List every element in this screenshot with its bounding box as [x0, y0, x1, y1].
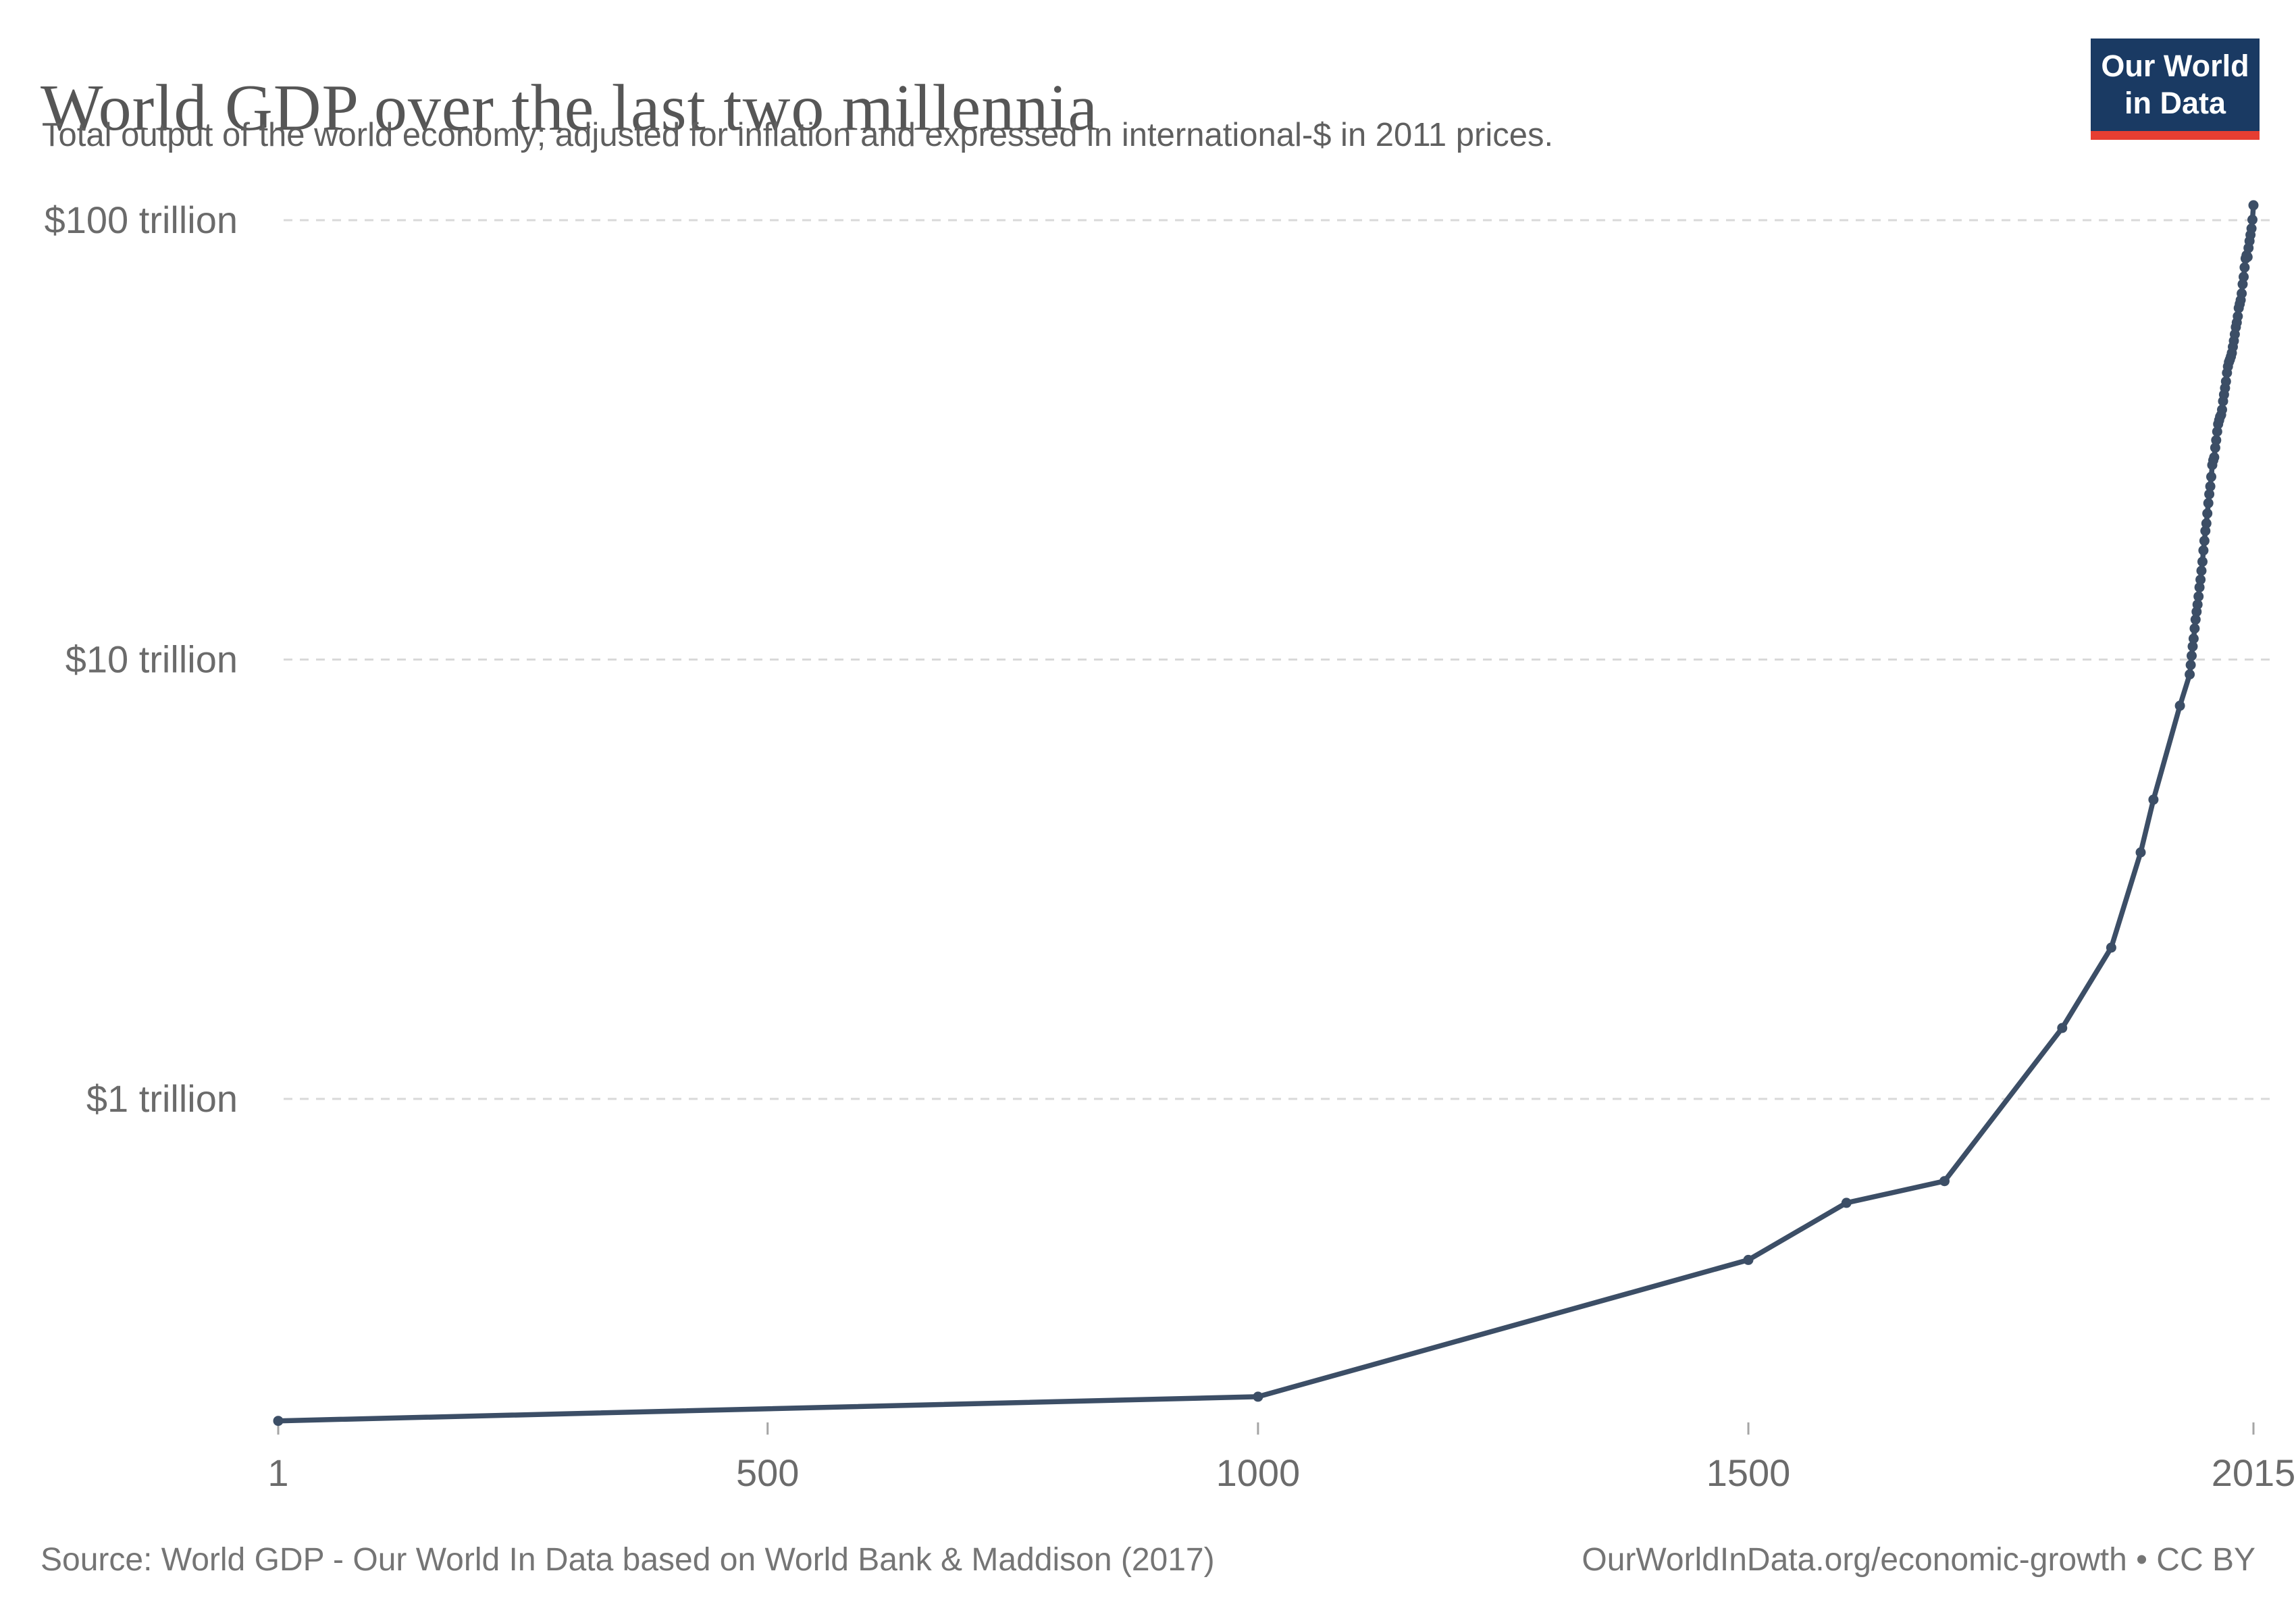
data-point: [2237, 288, 2247, 299]
owid-logo-box: Our World in Data: [2091, 38, 2260, 131]
owid-logo-line2: in Data: [2124, 85, 2226, 120]
owid-logo-red-bar: [2091, 131, 2260, 140]
data-point: [2193, 591, 2204, 602]
data-point: [2248, 200, 2259, 211]
data-point: [2199, 536, 2210, 546]
x-axis-tick-label: 1000: [1216, 1451, 1301, 1494]
data-point: [2135, 847, 2146, 858]
data-point: [2185, 660, 2196, 670]
source-note: Source: World GDP - Our World In Data ba…: [41, 1542, 1215, 1578]
data-point: [2106, 942, 2116, 953]
data-point: [2201, 518, 2212, 529]
data-point: [2211, 435, 2222, 446]
data-point: [2190, 614, 2201, 625]
data-point: [2242, 252, 2253, 262]
license-note: • CC BY: [2127, 1542, 2255, 1578]
data-point: [2148, 794, 2159, 805]
owid-logo-line1: Our World: [2101, 48, 2249, 83]
data-point: [2217, 405, 2227, 415]
data-point: [2204, 489, 2215, 500]
y-axis-tick-label: $100 trillion: [45, 199, 238, 241]
data-point: [2212, 426, 2222, 437]
data-point: [2188, 634, 2199, 644]
x-axis-tick-label: 1: [267, 1451, 288, 1494]
data-point: [273, 1416, 284, 1426]
data-point: [2233, 311, 2243, 321]
footer-right: OurWorldInData.org/economic-growth • CC …: [1582, 1541, 2255, 1578]
data-point: [2202, 508, 2213, 519]
data-point: [2189, 623, 2200, 634]
page-title: World GDP over the last two millennia: [41, 71, 1099, 145]
data-point: [1939, 1176, 1950, 1187]
data-point: [2203, 498, 2214, 509]
chart-subtitle: Total output of the world economy; adjus…: [42, 117, 1554, 153]
data-point: [2239, 262, 2250, 273]
data-point: [2185, 669, 2195, 679]
data-point: [2247, 214, 2258, 225]
owid-logo: Our World in Data: [2091, 38, 2260, 140]
data-point: [1743, 1254, 1754, 1265]
data-point: [2187, 641, 2198, 652]
data-point: [2195, 574, 2206, 585]
data-point: [2220, 376, 2231, 387]
data-point: [2239, 272, 2249, 282]
y-axis-tick-label: $10 trillion: [66, 638, 238, 681]
owid-link[interactable]: OurWorldInData.org/economic-growth: [1582, 1542, 2127, 1578]
data-point: [2200, 525, 2211, 536]
data-point: [2174, 700, 2185, 711]
data-point: [2198, 545, 2209, 556]
data-point: [2246, 223, 2257, 234]
data-point: [2205, 481, 2216, 492]
data-point: [2197, 557, 2208, 567]
data-point: [1841, 1198, 1852, 1208]
x-axis-tick-label: 1500: [1706, 1451, 1791, 1494]
data-point: [2057, 1023, 2068, 1033]
data-point: [2194, 582, 2205, 593]
data-point: [2206, 471, 2216, 482]
gdp-line: [276, 203, 2256, 1424]
x-axis-tick-label: 2015: [2212, 1451, 2296, 1494]
data-point: [1253, 1391, 1263, 1402]
x-axis-tick-label: 500: [736, 1451, 799, 1494]
data-point: [2196, 565, 2207, 576]
y-axis-tick-label: $1 trillion: [86, 1077, 238, 1120]
data-point: [2209, 452, 2220, 463]
data-point: [2210, 442, 2220, 453]
data-point: [2192, 599, 2203, 610]
data-point: [2187, 650, 2197, 661]
